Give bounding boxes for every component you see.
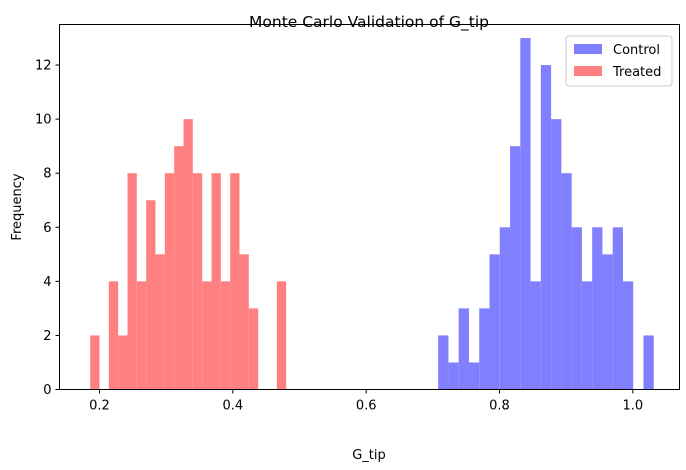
y-axis-label: Frequency <box>10 173 25 240</box>
bar-treated <box>248 308 259 390</box>
x-axis-label: G_tip <box>352 448 386 463</box>
legend-label-treated: Treated <box>612 65 661 80</box>
bar-control <box>612 227 623 390</box>
bar-treated <box>108 281 119 390</box>
bar-control <box>581 281 593 390</box>
bar-treated <box>239 254 249 390</box>
bar-control <box>622 281 634 390</box>
bar-treated <box>164 173 175 390</box>
bars-layer <box>90 38 654 390</box>
bar-control <box>458 308 469 390</box>
y-axis-ticks: 0 2 4 6 8 10 12 <box>35 59 60 398</box>
bar-control <box>643 335 654 390</box>
y-tick-label: 0 <box>43 383 51 398</box>
bar-treated <box>118 335 128 390</box>
bar-treated <box>230 173 240 390</box>
x-tick-label: 0.8 <box>489 399 510 414</box>
bar-treated <box>276 281 287 390</box>
bar-control <box>448 362 459 390</box>
bar-treated <box>174 146 184 390</box>
bar-control <box>499 227 511 390</box>
y-tick-label: 12 <box>35 59 52 74</box>
y-tick-label: 2 <box>43 329 51 344</box>
y-tick-label: 4 <box>43 275 51 290</box>
bar-treated <box>183 119 193 390</box>
bar-control <box>510 146 521 390</box>
bar-control <box>438 335 449 390</box>
plot-frame <box>59 24 680 390</box>
bar-control <box>540 65 552 390</box>
chart-title: Monte Carlo Validation of G_tip <box>249 13 489 32</box>
bar-control <box>520 38 531 390</box>
bar-control <box>489 254 500 390</box>
bar-control <box>530 281 541 390</box>
y-tick-label: 8 <box>43 167 51 182</box>
legend-swatch-treated <box>574 66 602 76</box>
bar-treated <box>220 281 231 390</box>
bar-treated <box>211 173 221 390</box>
bar-treated <box>146 200 156 390</box>
x-tick-label: 0.4 <box>222 399 243 414</box>
bar-control <box>479 308 490 390</box>
x-tick-label: 0.6 <box>356 399 377 414</box>
bar-control <box>561 173 572 390</box>
legend-swatch-control <box>574 44 602 54</box>
x-tick-label: 0.2 <box>89 399 110 414</box>
bar-control <box>571 227 582 390</box>
x-axis-ticks: 0.2 0.4 0.6 0.8 1.0 <box>89 389 643 414</box>
bar-treated <box>155 254 165 390</box>
legend-label-control: Control <box>613 43 660 58</box>
bar-treated <box>127 173 137 390</box>
bar-control <box>602 254 613 390</box>
bar-control <box>551 119 562 390</box>
bar-treated <box>202 281 212 390</box>
bar-treated <box>90 335 100 390</box>
y-tick-label: 10 <box>35 113 52 128</box>
bar-treated <box>136 281 147 390</box>
x-tick-label: 1.0 <box>622 399 643 414</box>
legend: Control Treated <box>565 35 673 87</box>
y-tick-label: 6 <box>43 221 51 236</box>
bar-control <box>592 227 603 390</box>
bar-control <box>468 362 480 390</box>
bar-treated <box>192 173 203 390</box>
